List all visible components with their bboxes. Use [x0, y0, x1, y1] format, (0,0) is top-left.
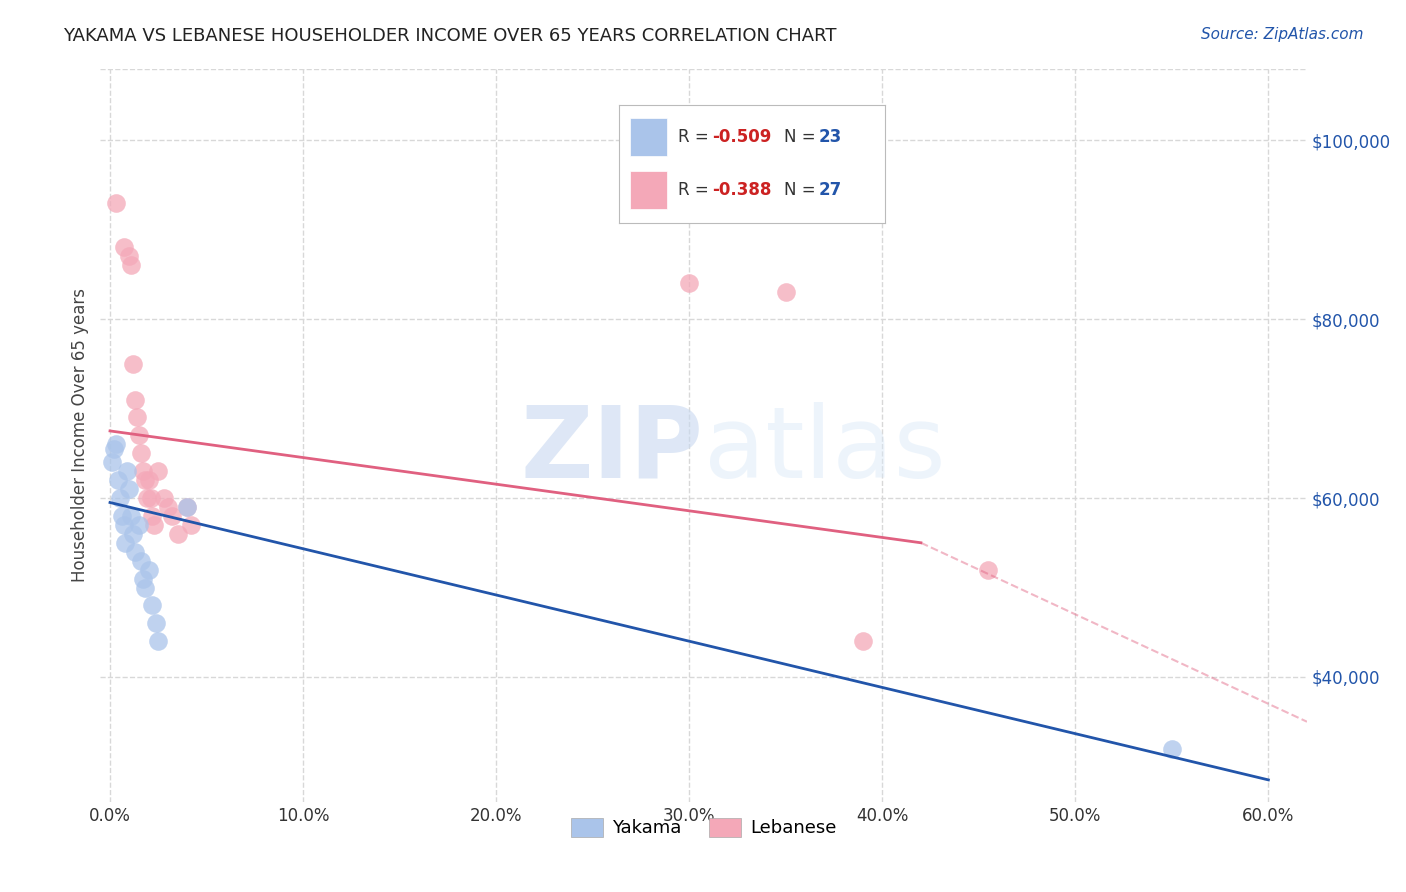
Point [118, 482, 141, 496]
Point [120, 259, 142, 273]
Point [120, 508, 142, 523]
Point [145, 616, 167, 631]
Point [678, 277, 700, 291]
Point [852, 634, 875, 648]
Text: atlas: atlas [703, 401, 945, 499]
Y-axis label: Householder Income Over 65 years: Householder Income Over 65 years [72, 288, 89, 582]
Point [139, 491, 162, 505]
Point [176, 500, 198, 514]
Point [148, 634, 170, 648]
Point [176, 500, 198, 514]
Legend: Yakama, Lebanese: Yakama, Lebanese [564, 811, 844, 845]
Point [141, 599, 163, 613]
Point [128, 428, 150, 442]
Point [132, 464, 155, 478]
Point [148, 464, 170, 478]
Point [124, 392, 146, 407]
Point [112, 240, 135, 254]
Point [180, 517, 202, 532]
Point [104, 437, 127, 451]
Point [129, 554, 152, 568]
Point [166, 526, 188, 541]
Point [129, 446, 152, 460]
Point [118, 249, 141, 263]
Point [107, 473, 129, 487]
Point [143, 517, 166, 532]
Point [141, 508, 163, 523]
Point [160, 508, 183, 523]
Point [132, 572, 155, 586]
Point [138, 563, 160, 577]
Point [114, 535, 136, 549]
Point [104, 195, 127, 210]
Point [156, 500, 179, 514]
Point [110, 508, 132, 523]
Point [977, 563, 1000, 577]
Point [134, 473, 156, 487]
Point [125, 410, 148, 425]
Point [153, 491, 176, 505]
Text: ZIP: ZIP [520, 401, 703, 499]
Text: YAKAMA VS LEBANESE HOUSEHOLDER INCOME OVER 65 YEARS CORRELATION CHART: YAKAMA VS LEBANESE HOUSEHOLDER INCOME OV… [63, 27, 837, 45]
Point [103, 442, 125, 456]
Point [775, 285, 797, 300]
Point [138, 473, 160, 487]
Point [128, 517, 150, 532]
Point [134, 581, 156, 595]
Point [122, 357, 145, 371]
Point [112, 517, 135, 532]
Point [135, 491, 157, 505]
Point [108, 491, 131, 505]
Text: Source: ZipAtlas.com: Source: ZipAtlas.com [1201, 27, 1364, 42]
Point [124, 545, 146, 559]
Point [122, 526, 145, 541]
Point [117, 464, 139, 478]
Point [1160, 741, 1182, 756]
Point [101, 455, 124, 469]
